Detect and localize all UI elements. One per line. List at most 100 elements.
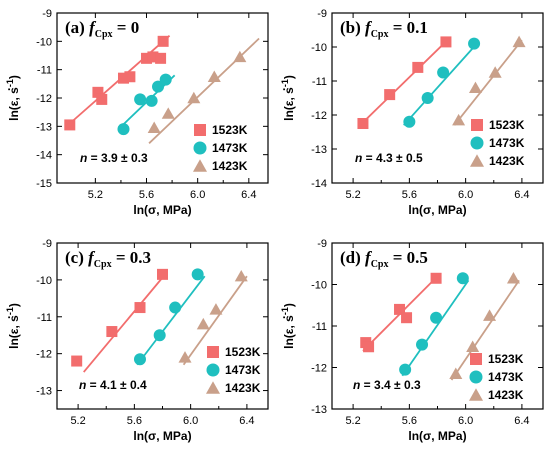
legend-label: 1423K: [488, 388, 524, 402]
data-point-1523K: [394, 303, 406, 315]
fit-line-1423K: [450, 279, 520, 381]
x-tick-label: 5.6: [127, 415, 142, 427]
y-tick-label: -12: [36, 349, 52, 361]
data-point-1473K: [403, 115, 416, 128]
data-point-1423K: [449, 367, 463, 379]
x-tick-label: 6.4: [241, 189, 256, 201]
data-point-1523K: [124, 71, 136, 83]
n-value-label: n = 4.1 ± 0.4: [79, 378, 147, 392]
panel-title: (c) fCpx = 0.3: [65, 248, 151, 270]
legend-marker-1473K: [193, 141, 207, 155]
n-value-label: n = 3.9 ± 0.3: [80, 151, 148, 165]
y-tick-label: -13: [311, 404, 327, 416]
x-axis-label: ln(σ, MPa): [408, 429, 466, 443]
y-axis-label: ln(ε, s-1): [280, 303, 296, 349]
legend-label: 1473K: [212, 141, 248, 155]
x-tick-label: 6.0: [458, 189, 473, 201]
y-axis-label-dot: ·: [277, 315, 291, 319]
data-point-1523K: [141, 52, 153, 64]
data-point-1473K: [117, 123, 130, 136]
fit-line-1523K: [83, 271, 168, 373]
fit-line-1473K: [401, 279, 470, 377]
data-point-1473K: [399, 363, 412, 376]
panel-title: (a) fCpx = 0: [65, 18, 139, 40]
data-point-1523K: [106, 326, 118, 338]
data-point-1423K: [452, 113, 466, 126]
data-point-1423K: [488, 66, 502, 78]
y-tick-label: -11: [312, 321, 327, 333]
data-point-1523K: [117, 72, 129, 84]
legend-label: 1523K: [488, 352, 524, 366]
legend-marker-1473K: [469, 370, 483, 384]
data-point-1473K: [153, 329, 166, 342]
chart-panel-1: 5.2 5.6 6.0 6.4 -15 -14 -13 -12 -11 -10 -9 ln(σ, MP…: [2, 8, 269, 217]
data-point-1473K: [421, 92, 434, 104]
y-axis-label: ln(ε, s-1): [5, 303, 21, 349]
legend-marker-1473K: [206, 363, 220, 377]
x-tick-label: 5.6: [139, 189, 154, 201]
y-axis-label-dot: ·: [2, 315, 16, 319]
y-tick-label: -14: [36, 150, 52, 162]
data-point-1423K: [178, 351, 192, 363]
chart-panel-4: 5.2 5.6 6.0 6.4 -13 -12 -11 -10 -9 ln(σ, MPa) ln(ε…: [277, 238, 544, 443]
legend-label: 1473K: [225, 363, 261, 377]
legend-marker-1523K: [470, 353, 482, 365]
y-tick-label: -10: [311, 280, 327, 292]
chart-panel-2: 5.2 5.6 6.0 6.4 -14 -13 -12 -11 -10 -9 ln(σ, MPa) l…: [277, 8, 544, 217]
data-point-1423K: [468, 81, 482, 94]
y-axis-label: ln(ε, s-1): [280, 75, 296, 121]
data-point-1523K: [147, 51, 159, 63]
legend-marker-1423K: [193, 159, 207, 172]
legend-marker-1523K: [194, 124, 206, 136]
legend-marker-1473K: [470, 136, 484, 150]
x-tick-label: 6.0: [458, 415, 473, 427]
data-point-1523K: [440, 36, 452, 48]
data-point-1473K: [416, 338, 429, 351]
legend-label: 1423K: [489, 154, 525, 168]
n-value-label: n = 4.3 ± 0.5: [355, 151, 423, 165]
x-tick-label: 5.6: [402, 415, 417, 427]
data-point-1473K: [169, 301, 182, 314]
data-point-1523K: [92, 86, 104, 98]
data-point-1423K: [512, 35, 526, 48]
data-point-1423K: [147, 121, 161, 133]
fit-line-1473K: [136, 275, 206, 366]
y-tick-label: -10: [36, 36, 52, 48]
data-point-1473K: [134, 93, 147, 106]
legend-marker-1423K: [206, 381, 220, 394]
y-tick-label: -10: [36, 275, 52, 287]
y-tick-label: -12: [311, 363, 327, 375]
legend-label: 1473K: [488, 370, 524, 384]
data-point-1473K: [152, 80, 165, 93]
x-axis-label: ln(σ, MPa): [133, 429, 191, 443]
data-point-1523K: [157, 268, 168, 280]
data-point-1423K: [483, 309, 497, 321]
data-point-1523K: [64, 119, 76, 131]
data-point-1423K: [233, 50, 247, 63]
data-point-1423K: [161, 107, 175, 119]
data-point-1473K: [159, 73, 172, 86]
data-point-1523K: [430, 272, 442, 284]
fit-line-1473K: [403, 42, 478, 126]
data-point-1473K: [456, 272, 469, 285]
data-point-1423K: [207, 70, 221, 82]
panel-title: (d) fCpx = 0.5: [340, 248, 428, 270]
data-point-1473K: [430, 311, 443, 324]
data-point-1423K: [209, 303, 223, 315]
legend-marker-1523K: [471, 119, 483, 131]
y-tick-label: -9: [317, 238, 327, 250]
y-tick-label: -9: [42, 238, 52, 250]
y-tick-label: -13: [36, 386, 52, 398]
data-point-1473K: [145, 94, 158, 107]
x-axis-label: ln(σ, MPa): [133, 203, 191, 217]
y-tick-label: -11: [37, 65, 52, 77]
x-axis-label: ln(σ, MPa): [408, 203, 466, 217]
data-point-1523K: [71, 355, 83, 367]
fit-line-1523K: [359, 39, 448, 126]
legend-label: 1423K: [212, 159, 248, 173]
y-axis-label: ln(ε, s-1): [5, 75, 21, 121]
data-point-1523K: [412, 61, 424, 73]
legend-label: 1523K: [212, 123, 248, 137]
y-tick-label: -14: [311, 178, 327, 190]
